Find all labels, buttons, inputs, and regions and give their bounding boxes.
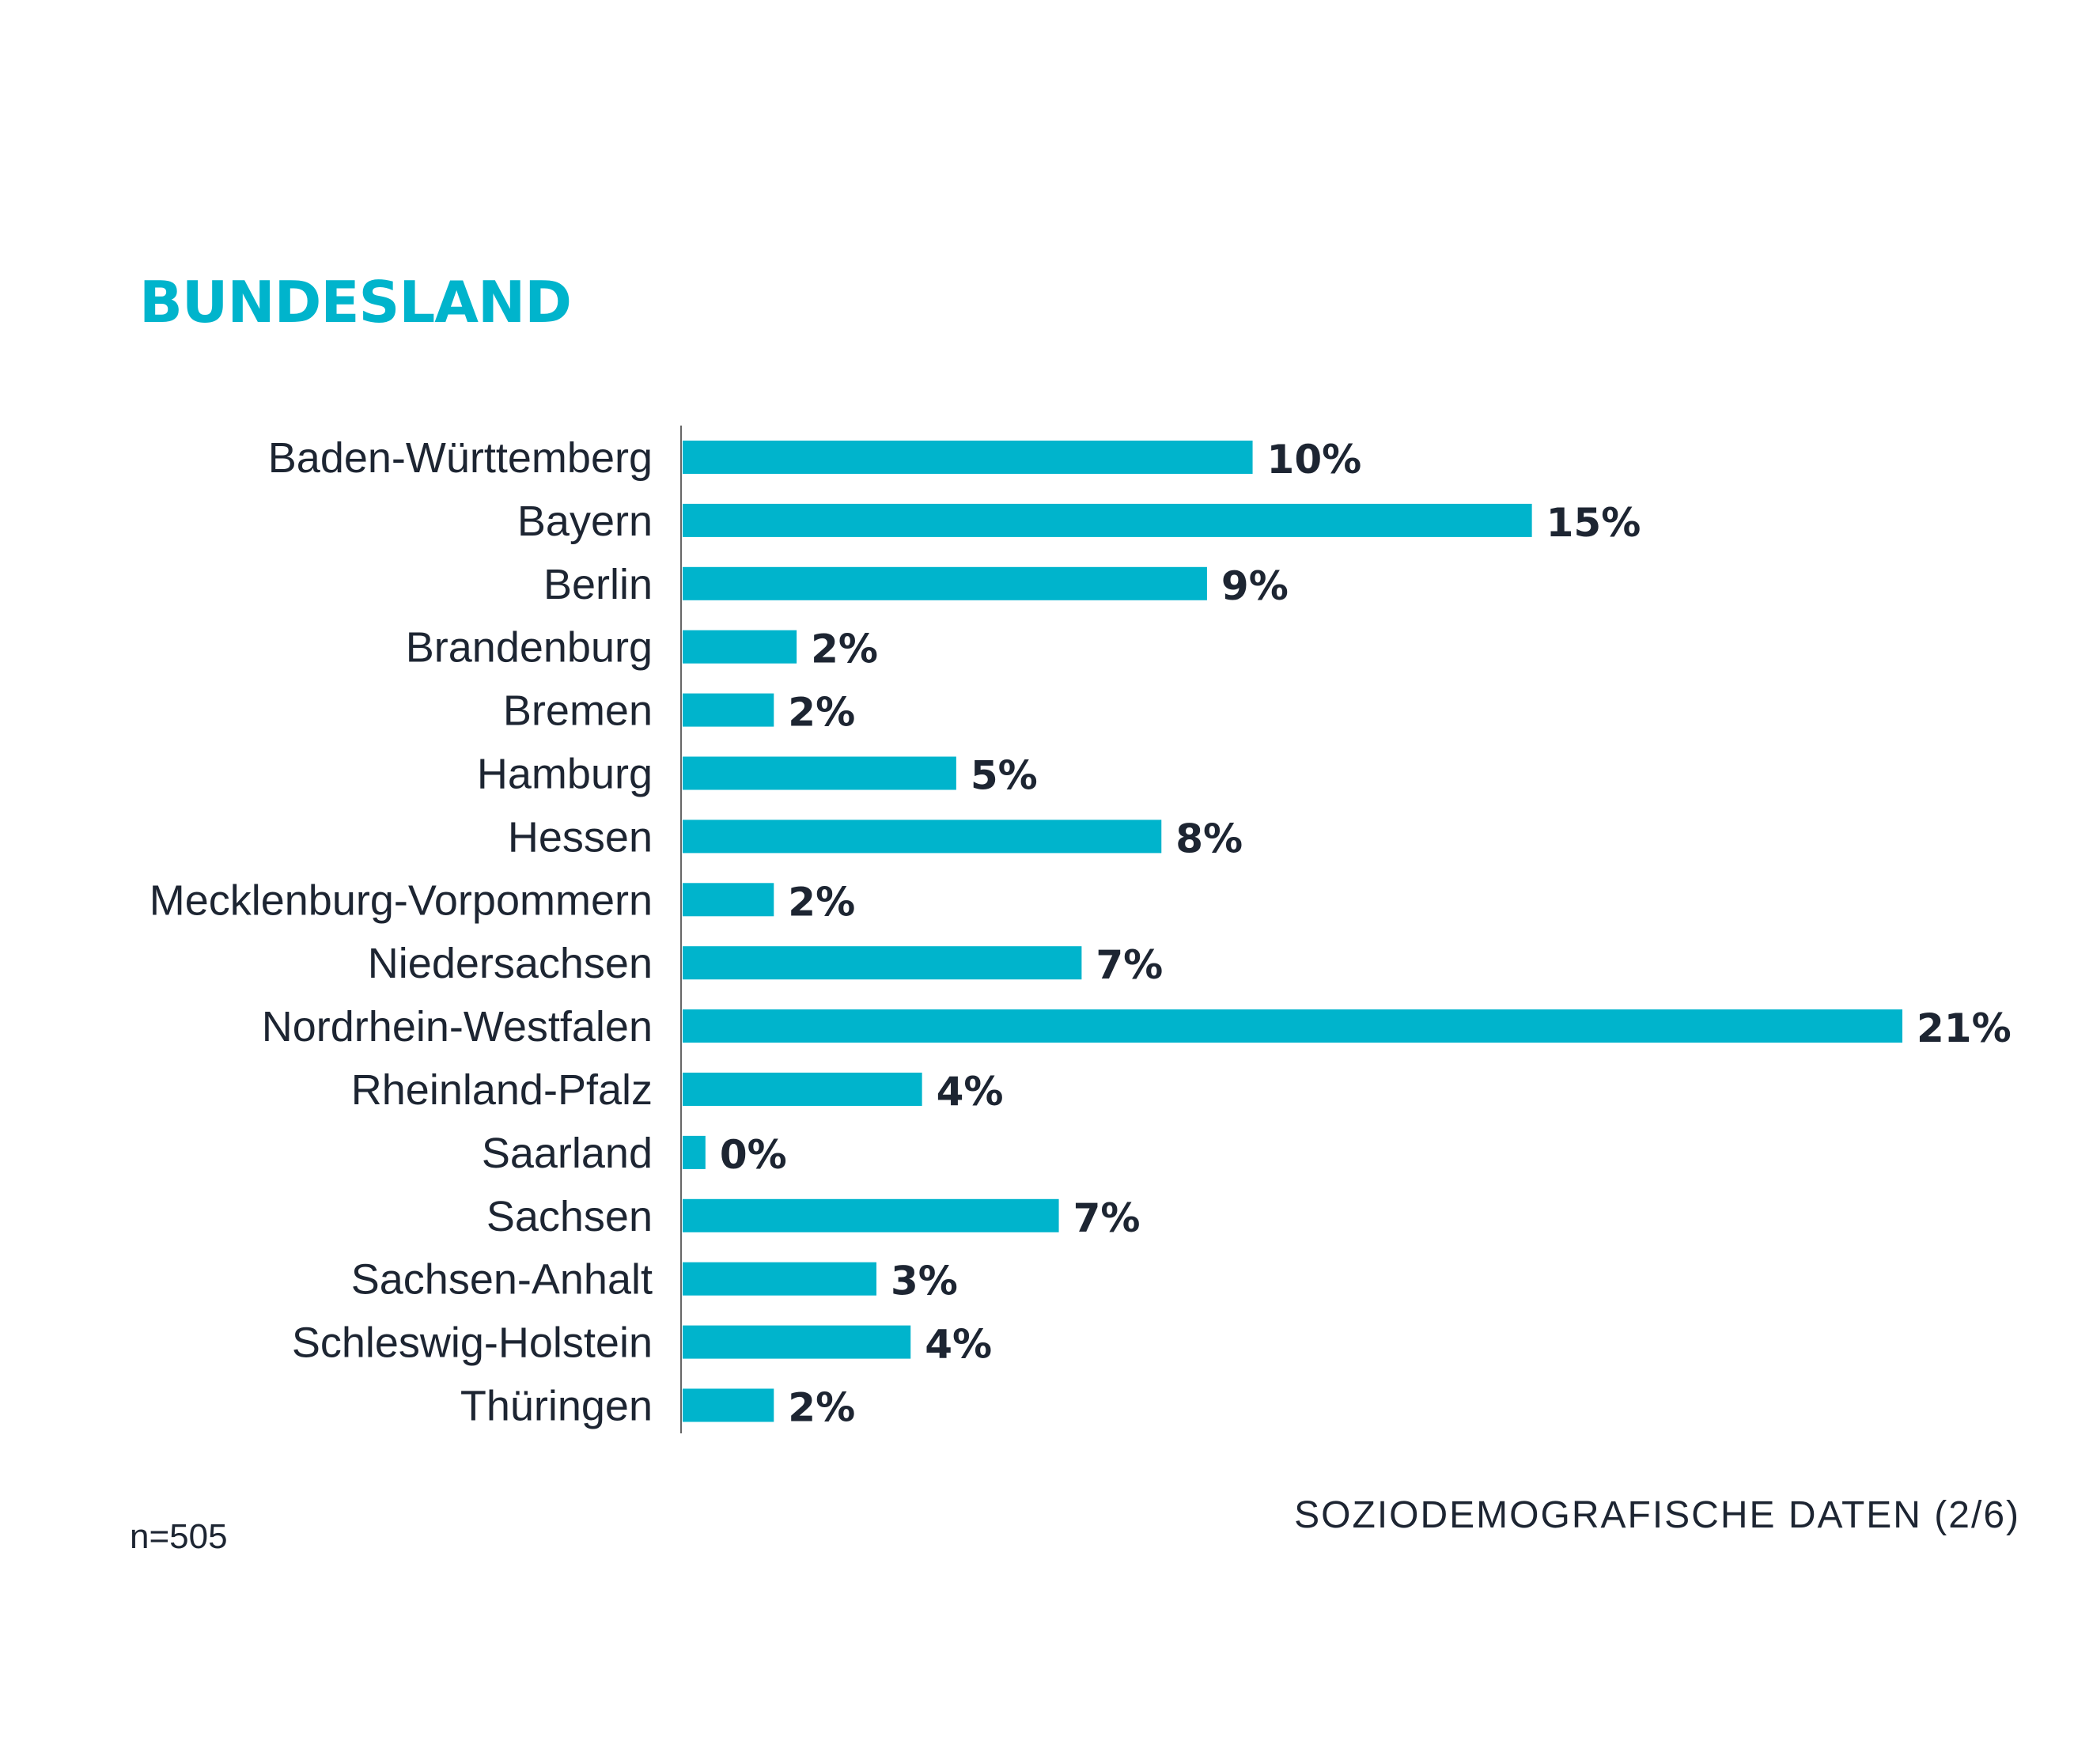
category-label: Sachsen [486,1193,653,1240]
bar-10 [683,1073,922,1106]
bar-9 [683,1009,1902,1043]
category-label: Bayern [517,498,653,545]
bar-3 [683,630,797,664]
bar-11 [683,1135,706,1169]
bar-15 [683,1388,774,1422]
footer-caption: SOZIODEMOGRAFISCHE DATEN (2/6) [1294,1494,2020,1536]
bar-0 [683,441,1253,474]
bar-1 [683,503,1532,537]
category-label: Hamburg [477,751,653,798]
value-label: 2% [788,879,855,925]
value-label: 21% [1917,1005,2012,1051]
category-label: Berlin [543,561,653,608]
value-label: 0% [720,1132,787,1178]
bars-group: Baden-Württemberg 10% Bayern 15% Berlin 9% Bra… [150,434,2012,1431]
bar-13 [683,1262,876,1296]
value-label: 7% [1073,1195,1141,1241]
category-label: Niedersachsen [368,940,653,987]
category-label: Brandenburg [406,624,653,672]
category-label: Saarland [482,1130,653,1177]
value-label: 5% [971,753,1038,799]
value-label: 2% [811,626,878,672]
value-label: 2% [788,1385,855,1431]
value-label: 8% [1175,816,1243,861]
value-label: 4% [925,1322,992,1368]
bar-12 [683,1198,1059,1232]
category-label: Hessen [508,813,653,861]
value-label: 10% [1267,437,1362,483]
value-label: 3% [891,1259,958,1304]
category-label: Schleswig-Holstein [292,1319,653,1367]
bar-14 [683,1325,911,1359]
value-label: 15% [1546,500,1641,546]
bar-6 [683,820,1162,854]
value-label: 2% [788,690,855,736]
sample-size-note: n=505 [130,1517,228,1556]
value-label: 9% [1221,563,1289,609]
category-label: Nordrhein-Westfalen [262,1003,653,1050]
value-label: 7% [1096,942,1163,988]
category-label: Baden-Württemberg [268,434,653,482]
bar-2 [683,566,1207,600]
value-label: 4% [937,1069,1004,1115]
bar-7 [683,883,774,917]
bar-8 [683,946,1082,980]
category-label: Sachsen-Anhalt [351,1256,653,1304]
category-label: Mecklenburg-Vorpommern [150,876,653,924]
category-label: Bremen [503,687,653,735]
bar-4 [683,693,774,727]
chart-title: BUNDESLAND [139,269,572,335]
bar-5 [683,756,956,790]
category-label: Thüringen [460,1383,653,1430]
category-label: Rheinland-Pfalz [351,1066,653,1114]
